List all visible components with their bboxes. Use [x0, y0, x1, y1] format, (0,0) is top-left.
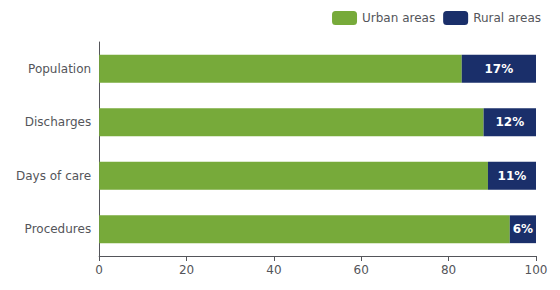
svg-text:40: 40 — [266, 263, 281, 277]
svg-text:20: 20 — [179, 263, 194, 277]
svg-text:80: 80 — [441, 263, 456, 277]
svg-text:Procedures: Procedures — [25, 222, 92, 236]
svg-text:6%: 6% — [513, 222, 533, 236]
svg-text:12%: 12% — [495, 115, 524, 129]
svg-text:Urban areas: Urban areas — [362, 11, 435, 25]
svg-text:17%: 17% — [485, 62, 514, 76]
svg-text:60: 60 — [354, 263, 369, 277]
svg-text:0: 0 — [95, 263, 103, 277]
svg-text:Discharges: Discharges — [25, 115, 91, 129]
svg-text:11%: 11% — [498, 169, 527, 183]
svg-text:100: 100 — [525, 263, 548, 277]
svg-text:Population: Population — [28, 62, 91, 76]
svg-text:Days of care: Days of care — [16, 169, 91, 183]
svg-text:Rural areas: Rural areas — [473, 11, 541, 25]
